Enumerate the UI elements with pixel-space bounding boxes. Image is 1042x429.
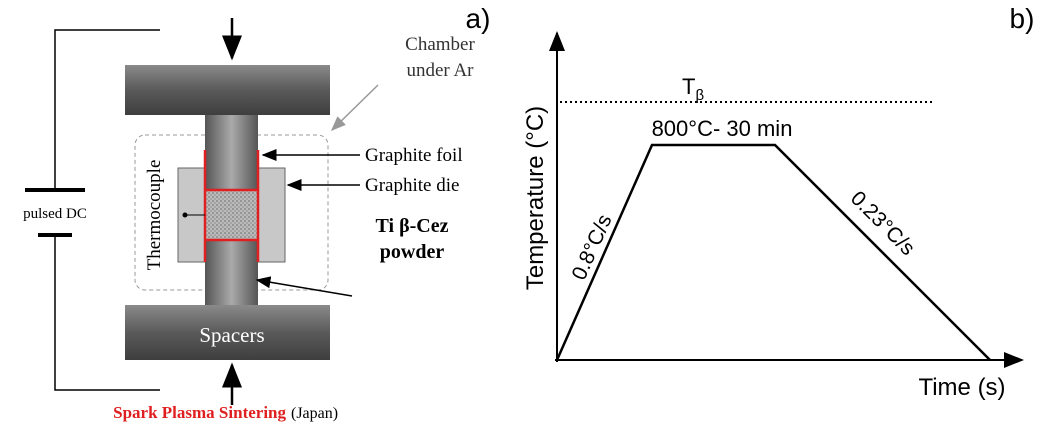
upper-punch (205, 115, 258, 190)
die (257, 167, 286, 263)
wire (54, 235, 160, 391)
chamber-label: under Ar (406, 60, 474, 81)
panel-label: b) (1010, 3, 1035, 34)
t-beta-label: Tβ (682, 74, 704, 104)
caption: Spark Plasma Sintering (113, 403, 286, 422)
label-bg (8, 203, 103, 223)
powder (205, 190, 258, 240)
source-label: pulsed DC (23, 206, 87, 222)
powder-label: Ti β-Cez (376, 215, 449, 237)
t-beta-sub: β (695, 87, 704, 104)
wire (54, 29, 160, 190)
circuit (25, 29, 160, 391)
t-beta-base: T (682, 74, 695, 99)
y-axis-label: Temperature (°C) (522, 106, 549, 290)
panel-label: a) (466, 3, 491, 34)
cooling-rate-label: 0.23°C/s (846, 187, 919, 260)
top-plate (125, 65, 330, 115)
dwell-label: 800°C- 30 min (652, 116, 793, 141)
thermocouple-label: Thermocouple (144, 160, 165, 271)
graphite-foil (203, 150, 260, 262)
callout-arrow (330, 84, 379, 132)
callout-arrow (255, 276, 353, 297)
heating-rate-label: 0.8°C/s (568, 211, 617, 283)
thermal-cycle (555, 143, 991, 361)
foil-label: Graphite foil (365, 145, 463, 166)
lower-punch (205, 240, 258, 305)
spacers-label: Spacers (199, 323, 264, 347)
caption-origin: (Japan) (291, 405, 338, 422)
die-label: Graphite die (365, 175, 459, 196)
x-axis-label: Time (s) (918, 374, 1005, 401)
powder-label: powder (380, 241, 445, 263)
bottom-plate (125, 305, 330, 360)
chamber-label: Chamber (405, 34, 475, 55)
